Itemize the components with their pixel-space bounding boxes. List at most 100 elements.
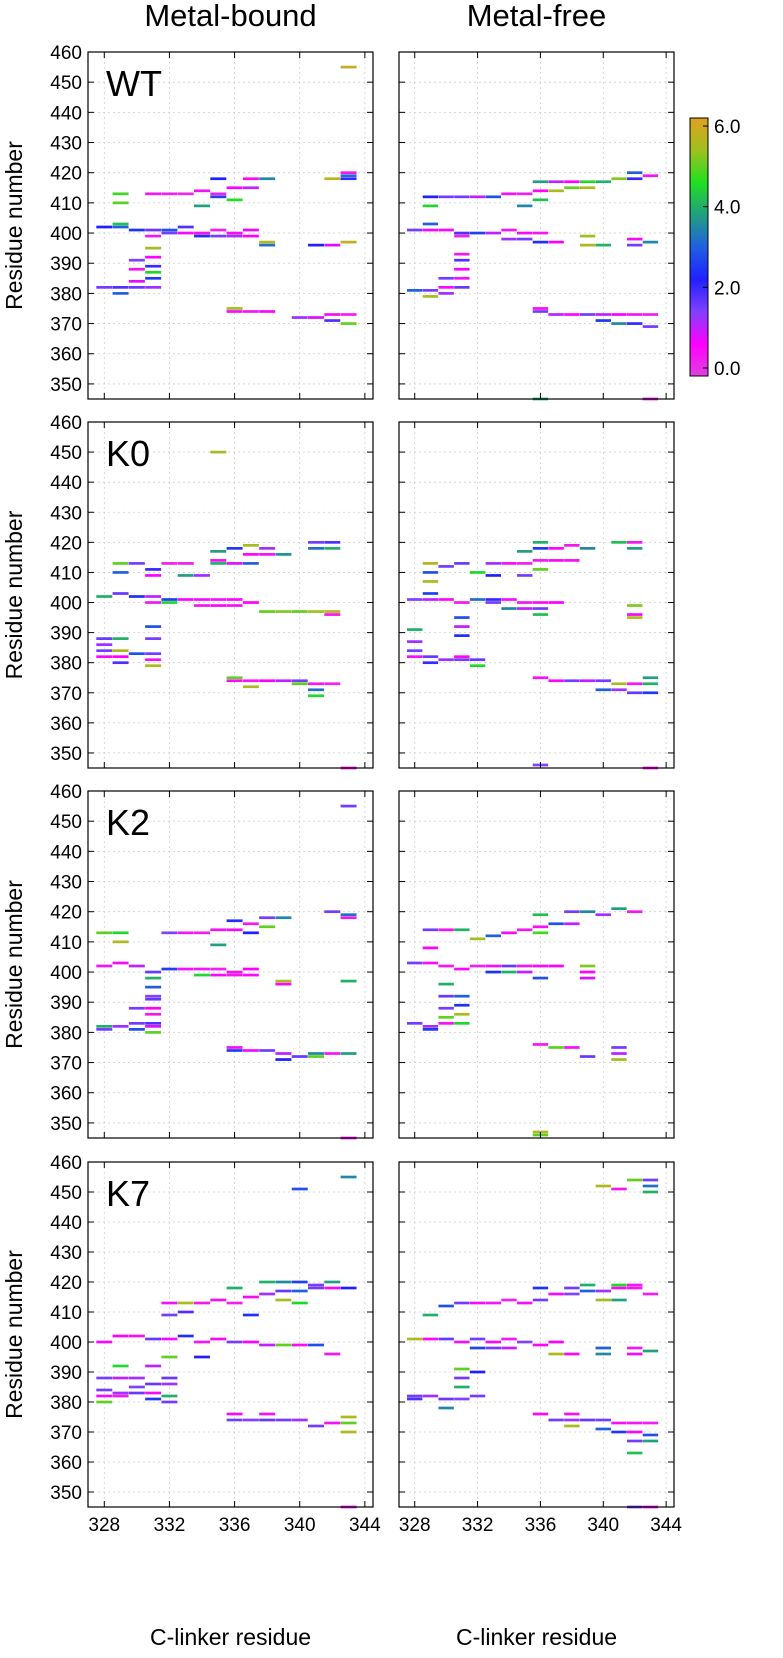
heatmap-cell (422, 222, 439, 226)
heatmap-cell (469, 195, 486, 199)
heatmap-cell (177, 1310, 194, 1314)
heatmap-cell (454, 276, 470, 280)
heatmap-cell (532, 1286, 549, 1290)
heatmap-cell (611, 177, 627, 181)
heatmap-cell (642, 1439, 659, 1443)
heatmap-cell (532, 925, 549, 929)
heatmap-cell (469, 937, 486, 941)
heatmap-cell (454, 601, 470, 604)
panel-label-k7: K7 (106, 1173, 150, 1214)
heatmap-cell (324, 610, 341, 613)
heatmap-cell (112, 1376, 129, 1380)
heatmap-cell (501, 1298, 517, 1302)
heatmap-cell (226, 547, 243, 550)
heatmap-cell (564, 1286, 580, 1290)
y-tick-label: 370 (50, 1054, 82, 1075)
y-tick-label: 440 (50, 103, 82, 124)
heatmap-cell (485, 562, 501, 565)
y-tick-label: 420 (50, 533, 82, 554)
heatmap-cell (128, 964, 145, 968)
heatmap-cell (422, 1028, 439, 1031)
heatmap-cell (501, 970, 517, 974)
heatmap-cell (579, 910, 596, 914)
heatmap-cell (548, 180, 564, 184)
heatmap-cell (454, 252, 470, 256)
heatmap-cell (194, 598, 210, 601)
heatmap-cell (564, 1046, 580, 1049)
heatmap-cell (161, 1313, 178, 1317)
heatmap-cell (96, 637, 113, 640)
heatmap-cell (242, 234, 259, 238)
heatmap-cell (145, 637, 162, 640)
heatmap-cell (611, 1430, 627, 1434)
y-tick-label: 400 (50, 963, 82, 984)
heatmap-cell (161, 1337, 178, 1341)
heatmap-cell (532, 1043, 549, 1046)
heatmap-cell (145, 1012, 162, 1016)
heatmap-cell (407, 1394, 423, 1398)
heatmap-cell (145, 994, 162, 998)
heatmap-cell (112, 192, 129, 196)
heatmap-cell (96, 225, 113, 229)
heatmap-cell (501, 562, 517, 565)
heatmap-cell (501, 607, 517, 610)
heatmap-cell (308, 316, 324, 319)
heatmap-cell (242, 553, 259, 556)
heatmap-cell (96, 1028, 113, 1031)
heatmap-cell (226, 562, 243, 565)
heatmap-cell (627, 682, 643, 686)
heatmap-cell (259, 547, 276, 550)
heatmap-cell (469, 1394, 486, 1398)
heatmap-cell (340, 313, 357, 316)
heatmap-cell (501, 237, 517, 241)
panel-label-k0: K0 (106, 433, 150, 474)
y-axis-label: Residue number (1, 510, 27, 679)
heatmap-cell (642, 325, 659, 328)
y-axis-label: Residue number (1, 880, 27, 1049)
heatmap-cell (532, 613, 549, 616)
panel-frame (398, 790, 675, 1139)
heatmap-cell (161, 192, 178, 196)
y-tick-label: 450 (50, 1183, 82, 1204)
x-axis-label: C-linker residue (456, 1624, 617, 1650)
y-tick-label: 430 (50, 134, 82, 155)
heatmap-cell (532, 568, 549, 571)
heatmap-cell (469, 598, 486, 601)
heatmap-cell (259, 1418, 276, 1422)
heatmap-cell (454, 195, 470, 199)
heatmap-cell (485, 1301, 501, 1305)
y-tick-label: 410 (50, 1303, 82, 1324)
heatmap-cell (96, 1400, 113, 1404)
heatmap-cell (611, 1187, 627, 1191)
heatmap-cell (340, 177, 357, 181)
heatmap-cell (161, 231, 178, 235)
heatmap-cell (324, 547, 341, 550)
heatmap-cell (532, 189, 549, 193)
heatmap-cell (259, 240, 276, 244)
heatmap-cell (340, 174, 357, 178)
heatmap-cell (259, 610, 276, 613)
heatmap-cell (194, 604, 210, 607)
heatmap-cell (564, 910, 580, 914)
panel-frame (398, 51, 675, 400)
heatmap-cell (548, 1340, 564, 1344)
heatmap-cell (501, 192, 517, 196)
heatmap-cell (324, 613, 341, 616)
heatmap-cell (532, 540, 549, 544)
heatmap-cell (532, 913, 549, 917)
heatmap-cell (161, 562, 178, 565)
heatmap-cell (291, 1301, 308, 1305)
heatmap-cell (340, 1421, 357, 1425)
heatmap-cell (422, 661, 439, 665)
colorbar-tick-label: 6.0 (714, 117, 740, 138)
heatmap-cell (454, 1301, 470, 1305)
heatmap-cell (226, 307, 243, 310)
heatmap-cell (485, 231, 501, 235)
heatmap-cell (532, 964, 549, 968)
heatmap-cell (112, 661, 129, 665)
heatmap-cell (128, 258, 145, 262)
heatmap-cell (242, 685, 259, 689)
heatmap-cell (259, 679, 276, 683)
heatmap-cell (324, 319, 341, 322)
heatmap-cell (642, 676, 659, 680)
